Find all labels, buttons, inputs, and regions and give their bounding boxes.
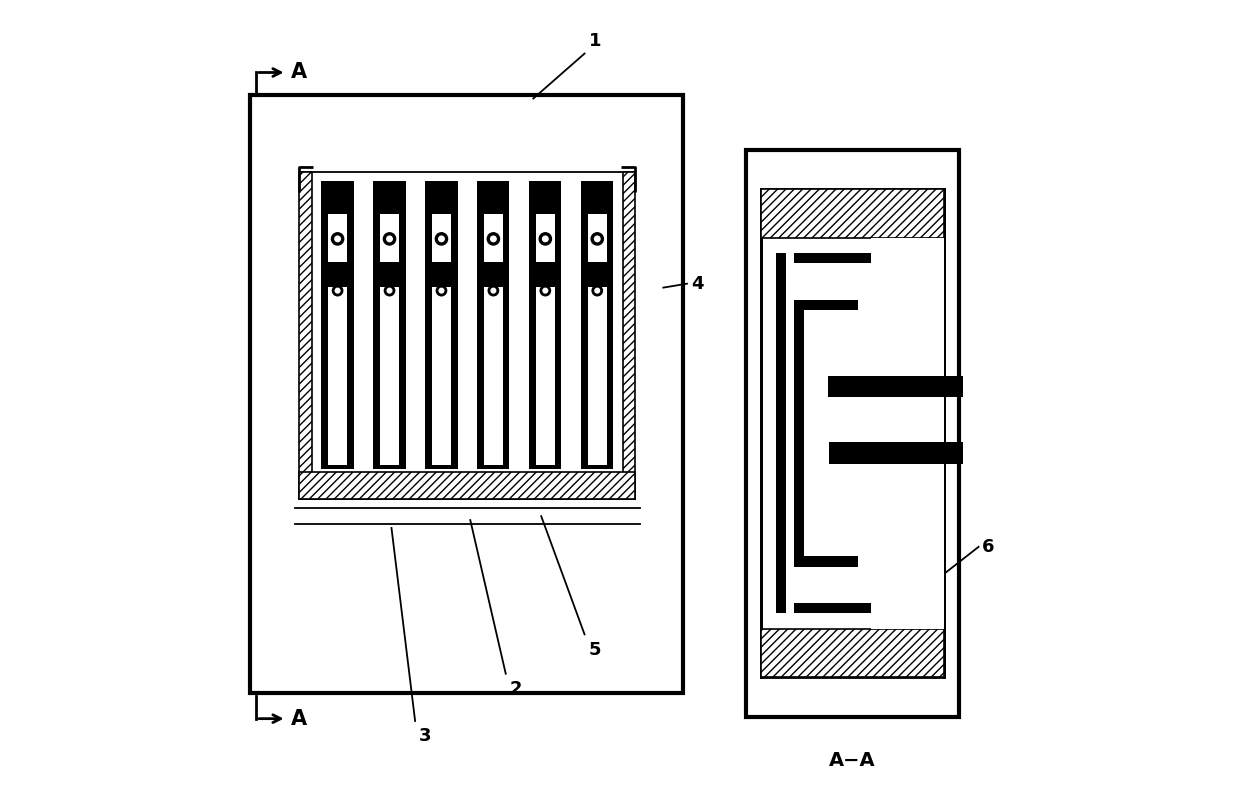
Circle shape <box>543 236 548 242</box>
Circle shape <box>332 285 342 296</box>
Circle shape <box>543 288 548 293</box>
Circle shape <box>383 232 396 245</box>
Circle shape <box>387 236 392 242</box>
Circle shape <box>594 236 600 242</box>
Text: 4: 4 <box>691 275 703 292</box>
Bar <box>761 629 944 678</box>
Circle shape <box>331 232 343 245</box>
Bar <box>761 189 944 678</box>
Circle shape <box>436 285 446 296</box>
Bar <box>830 442 962 464</box>
Text: A−A: A−A <box>830 751 875 770</box>
Bar <box>775 253 786 614</box>
Bar <box>379 288 399 465</box>
Bar <box>794 300 858 310</box>
Bar <box>484 288 503 465</box>
Bar <box>432 288 451 465</box>
Bar <box>775 253 870 263</box>
Circle shape <box>539 232 552 245</box>
Bar <box>300 173 311 499</box>
Circle shape <box>335 236 340 242</box>
Bar <box>536 288 556 465</box>
Bar <box>786 253 794 614</box>
Circle shape <box>335 288 340 293</box>
Bar <box>249 95 683 693</box>
Text: 2: 2 <box>510 680 522 698</box>
Bar <box>321 181 353 469</box>
Bar <box>327 214 347 262</box>
Circle shape <box>491 288 496 293</box>
Bar <box>529 181 562 469</box>
Circle shape <box>541 285 551 296</box>
Bar <box>624 173 635 499</box>
Bar <box>794 556 858 567</box>
Bar <box>804 567 858 604</box>
Bar <box>536 214 556 262</box>
Circle shape <box>591 232 604 245</box>
Circle shape <box>595 288 600 293</box>
Circle shape <box>593 285 603 296</box>
Circle shape <box>384 285 394 296</box>
Text: A: A <box>290 62 306 83</box>
Bar <box>477 181 510 469</box>
Text: 3: 3 <box>419 727 432 745</box>
Bar <box>432 214 451 262</box>
Bar <box>484 214 503 262</box>
Bar <box>775 604 870 614</box>
Text: 5: 5 <box>589 641 601 659</box>
Circle shape <box>487 232 500 245</box>
Circle shape <box>439 288 444 293</box>
Bar <box>794 300 804 567</box>
Bar <box>828 376 962 397</box>
Bar <box>379 214 399 262</box>
Bar <box>746 150 959 717</box>
Bar <box>588 288 606 465</box>
Circle shape <box>489 285 498 296</box>
Bar <box>425 181 458 469</box>
Bar <box>300 472 635 499</box>
Circle shape <box>435 232 448 245</box>
Text: A: A <box>290 708 306 729</box>
Circle shape <box>491 236 496 242</box>
Circle shape <box>439 236 444 242</box>
Text: 1: 1 <box>589 32 601 50</box>
Circle shape <box>387 288 392 293</box>
Bar <box>582 181 614 469</box>
Bar <box>761 189 944 238</box>
Bar <box>804 310 858 556</box>
Bar <box>870 238 944 629</box>
Bar <box>373 181 405 469</box>
Text: 6: 6 <box>982 538 994 556</box>
Bar <box>588 214 606 262</box>
Bar <box>327 288 347 465</box>
